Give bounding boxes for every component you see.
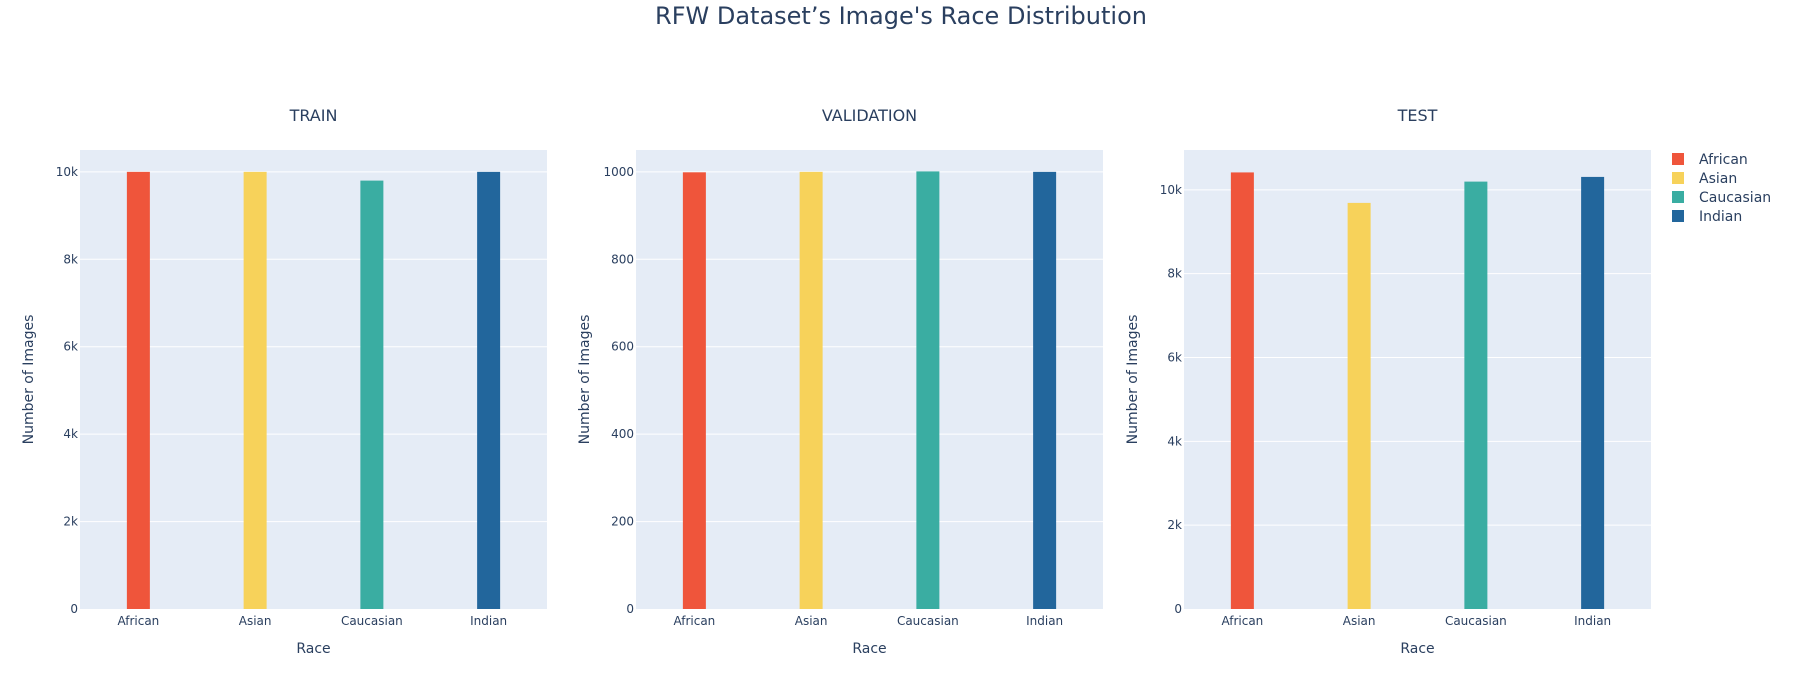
y-tick-label: 2k — [63, 515, 78, 529]
y-tick-label: 6k — [1167, 350, 1182, 364]
plot-area — [636, 150, 1103, 609]
x-tick-label: Indian — [1574, 614, 1611, 628]
legend-label: Indian — [1699, 209, 1742, 225]
bar-indian[interactable] — [477, 171, 501, 609]
y-tick-label: 0 — [626, 602, 634, 616]
x-tick-label: Indian — [1026, 614, 1063, 628]
y-tick-label: 400 — [611, 427, 634, 441]
y-tick-label: 800 — [611, 252, 634, 266]
x-tick-label: Asian — [239, 614, 272, 628]
x-tick-label: Caucasian — [1445, 614, 1507, 628]
bar-caucasian[interactable] — [916, 171, 940, 610]
legend-label: Asian — [1699, 171, 1737, 187]
bar-indian[interactable] — [1033, 171, 1057, 609]
y-tick-label: 8k — [1167, 267, 1182, 281]
bar-asian[interactable] — [243, 171, 267, 609]
bar-indian[interactable] — [1581, 176, 1605, 609]
y-tick-label: 10k — [1160, 183, 1182, 197]
y-axis-title: Number of Images — [577, 315, 593, 445]
bar-caucasian[interactable] — [1464, 181, 1488, 610]
bar-asian[interactable] — [799, 171, 823, 609]
x-tick-label: African — [673, 614, 715, 628]
x-axis-title: Race — [852, 641, 886, 657]
y-tick-label: 10k — [56, 165, 78, 179]
legend-swatch — [1672, 153, 1684, 165]
chart-title: RFW Dataset’s Image's Race Distribution — [655, 2, 1147, 30]
legend-swatch — [1672, 210, 1684, 222]
subplot-train: 0 2k 4k 6k 8k 10k African Asian Caucasian Indian T… — [21, 106, 547, 657]
subplot-title: TEST — [1397, 106, 1438, 125]
x-tick-label: Asian — [795, 614, 828, 628]
y-tick-label: 600 — [611, 340, 634, 354]
y-tick-label: 0 — [1174, 602, 1182, 616]
y-tick-label: 6k — [63, 340, 78, 354]
legend-label: Caucasian — [1699, 190, 1771, 206]
bar-caucasian[interactable] — [360, 180, 384, 609]
subplot-title: TRAIN — [289, 106, 338, 125]
y-tick-label: 4k — [63, 427, 78, 441]
y-tick-label: 200 — [611, 515, 634, 529]
plot-area — [1184, 150, 1651, 609]
legend-label: African — [1699, 152, 1748, 168]
plot-area — [80, 150, 547, 609]
y-tick-label: 4k — [1167, 434, 1182, 448]
x-tick-label: Caucasian — [341, 614, 403, 628]
legend-item-caucasian[interactable]: Caucasian — [1672, 190, 1771, 206]
y-tick-label: 2k — [1167, 518, 1182, 532]
legend-item-indian[interactable]: Indian — [1672, 209, 1742, 225]
x-axis-title: Race — [296, 641, 330, 657]
x-axis-title: Race — [1400, 641, 1434, 657]
y-tick-label: 1000 — [603, 165, 634, 179]
subplot-title: VALIDATION — [822, 106, 917, 125]
bar-african[interactable] — [126, 171, 150, 609]
legend: African Asian Caucasian Indian — [1672, 152, 1771, 225]
legend-swatch — [1672, 191, 1684, 203]
bar-african[interactable] — [1230, 172, 1254, 609]
y-axis-title: Number of Images — [21, 315, 37, 445]
bar-asian[interactable] — [1347, 202, 1371, 609]
x-tick-label: Asian — [1343, 614, 1376, 628]
x-tick-label: Indian — [470, 614, 507, 628]
y-tick-label: 8k — [63, 252, 78, 266]
y-axis-title: Number of Images — [1125, 315, 1141, 445]
x-tick-label: African — [1221, 614, 1263, 628]
bar-african[interactable] — [682, 172, 706, 609]
x-tick-label: African — [117, 614, 159, 628]
y-tick-label: 0 — [70, 602, 78, 616]
legend-item-african[interactable]: African — [1672, 152, 1748, 168]
x-tick-label: Caucasian — [897, 614, 959, 628]
legend-swatch — [1672, 172, 1684, 184]
subplot-validation: 0 200 400 600 800 1000 African Asian Caucasian In… — [577, 106, 1103, 657]
legend-item-asian[interactable]: Asian — [1672, 171, 1737, 187]
subplot-test: 0 2k 4k 6k 8k 10k African Asian Caucasian Indian T… — [1125, 106, 1651, 657]
